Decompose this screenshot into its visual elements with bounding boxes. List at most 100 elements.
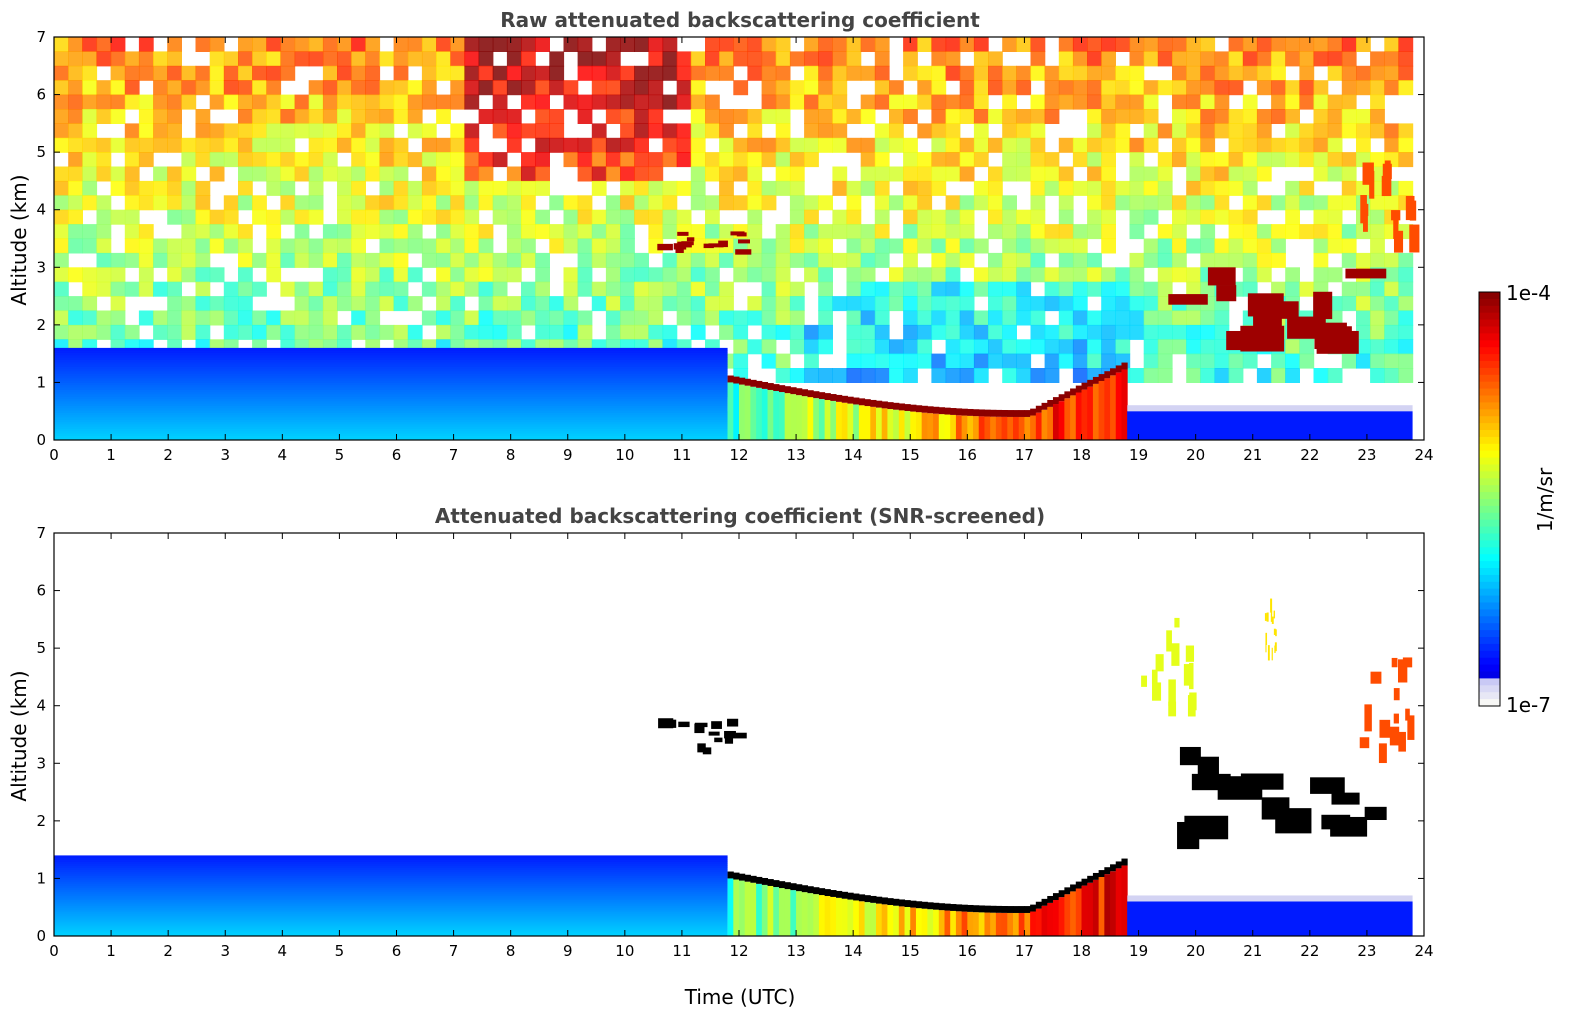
heatmap-cell — [138, 51, 154, 67]
heatmap-cell — [1058, 281, 1074, 297]
layer-cloud-blob — [694, 723, 705, 734]
heatmap-cell — [351, 310, 366, 326]
heatmap-cell — [492, 152, 508, 168]
layer-cloud-column — [950, 414, 957, 440]
heatmap-cell — [832, 296, 848, 312]
heatmap-cell — [1157, 310, 1173, 326]
heatmap-cell — [903, 281, 918, 297]
heatmap-cell — [153, 180, 168, 196]
colorbar-step — [1479, 588, 1500, 597]
heatmap-cell — [973, 137, 989, 153]
heatmap-cell — [1384, 296, 1400, 312]
heatmap-cell — [195, 296, 211, 312]
layer-cloud-column — [933, 413, 940, 440]
heatmap-cell — [945, 65, 961, 81]
heatmap-cell — [676, 296, 692, 312]
heatmap-cell — [1256, 37, 1272, 52]
heatmap-cell — [1384, 353, 1400, 369]
heatmap-cell — [832, 37, 848, 52]
layer-boundary-band — [54, 883, 728, 887]
layer-cloud-column — [995, 912, 1003, 936]
heatmap-cell — [1242, 51, 1258, 67]
layer-cloud-column — [876, 407, 883, 440]
heatmap-cell — [379, 324, 395, 340]
heatmap-cell — [308, 209, 324, 225]
layer-cloud-column — [836, 897, 843, 936]
heatmap-cell — [351, 166, 366, 182]
heatmap-cell — [379, 267, 395, 283]
layer-cloud-base-line — [1087, 379, 1094, 387]
heatmap-cell — [563, 37, 579, 52]
heatmap-cell — [1228, 224, 1244, 240]
heatmap-cell — [436, 65, 451, 81]
heatmap-cell — [973, 238, 989, 254]
heatmap-cell — [252, 123, 267, 139]
heatmap-cell — [577, 281, 593, 297]
layer-cloud-column — [733, 383, 740, 440]
x-tick-label: 5 — [335, 446, 345, 464]
panel-raw-axes: 0 1 2 3 4 5 6 7 8 9 10 11 12 13 14 15 16 17 18 19 20 21 22 23 24… — [36, 28, 1433, 464]
layer-cloud-base-line — [1047, 895, 1054, 903]
heatmap-cell — [1370, 339, 1385, 355]
heatmap-cell — [1030, 339, 1046, 355]
layer-cloud-blob — [1407, 715, 1415, 740]
heatmap-cell — [1030, 51, 1046, 67]
layer-cloud-blob — [673, 243, 687, 250]
heatmap-cell — [1058, 324, 1074, 340]
heatmap-cell — [1030, 37, 1046, 52]
layer-boundary-band — [54, 375, 728, 379]
heatmap-cell — [322, 267, 338, 283]
heatmap-cell — [322, 80, 338, 96]
heatmap-cell — [407, 51, 423, 67]
heatmap-cell — [1299, 123, 1315, 139]
heatmap-cell — [1285, 195, 1300, 211]
heatmap-cell — [549, 238, 565, 254]
heatmap-cell — [591, 238, 607, 254]
x-tick-label: 1 — [106, 446, 116, 464]
heatmap-cell — [54, 65, 69, 81]
heatmap-cell — [1129, 37, 1145, 52]
heatmap-cell — [1398, 152, 1414, 168]
heatmap-cell — [903, 238, 918, 254]
heatmap-cell — [492, 109, 508, 124]
heatmap-cell — [775, 37, 791, 52]
heatmap-cell — [1214, 368, 1230, 383]
heatmap-cell — [1271, 37, 1286, 52]
layer-boundary-band — [54, 359, 728, 363]
heatmap-cell — [889, 353, 904, 369]
layer-cloud-base-line — [1064, 887, 1071, 895]
heatmap-cell — [1115, 37, 1131, 52]
layer-cloud-column — [1098, 380, 1105, 440]
heatmap-cell — [1186, 281, 1201, 297]
heatmap-cell — [492, 123, 508, 139]
heatmap-cell — [393, 37, 409, 52]
heatmap-cell — [988, 109, 1003, 124]
heatmap-cell — [294, 123, 310, 139]
layer-cloud-base-line — [1104, 867, 1111, 875]
heatmap-cell — [917, 180, 933, 196]
heatmap-cell — [337, 324, 352, 340]
heatmap-cell — [96, 324, 112, 340]
colorbar-step — [1479, 471, 1500, 479]
heatmap-cell — [1172, 51, 1187, 67]
x-tick-label: 17 — [1015, 446, 1034, 464]
heatmap-cell — [1115, 324, 1131, 340]
layer-cloud-base-line — [876, 896, 883, 904]
heatmap-cell — [1398, 37, 1414, 52]
heatmap-cell — [167, 80, 182, 96]
heatmap-cell — [308, 310, 324, 326]
heatmap-cell — [1044, 224, 1060, 240]
heatmap-cell — [1016, 281, 1032, 297]
heatmap-cell — [535, 137, 550, 153]
heatmap-cell — [506, 137, 522, 153]
layer-boundary-band — [54, 893, 728, 897]
heatmap-cell — [959, 166, 975, 182]
heatmap-cell — [1129, 368, 1145, 383]
colorbar-step — [1479, 305, 1500, 314]
heatmap-cell — [676, 209, 692, 225]
heatmap-cell — [620, 65, 635, 81]
heatmap-cell — [351, 65, 366, 81]
heatmap-cell — [1313, 80, 1329, 96]
heatmap-cell — [634, 267, 649, 283]
colorbar-step — [1479, 699, 1500, 707]
